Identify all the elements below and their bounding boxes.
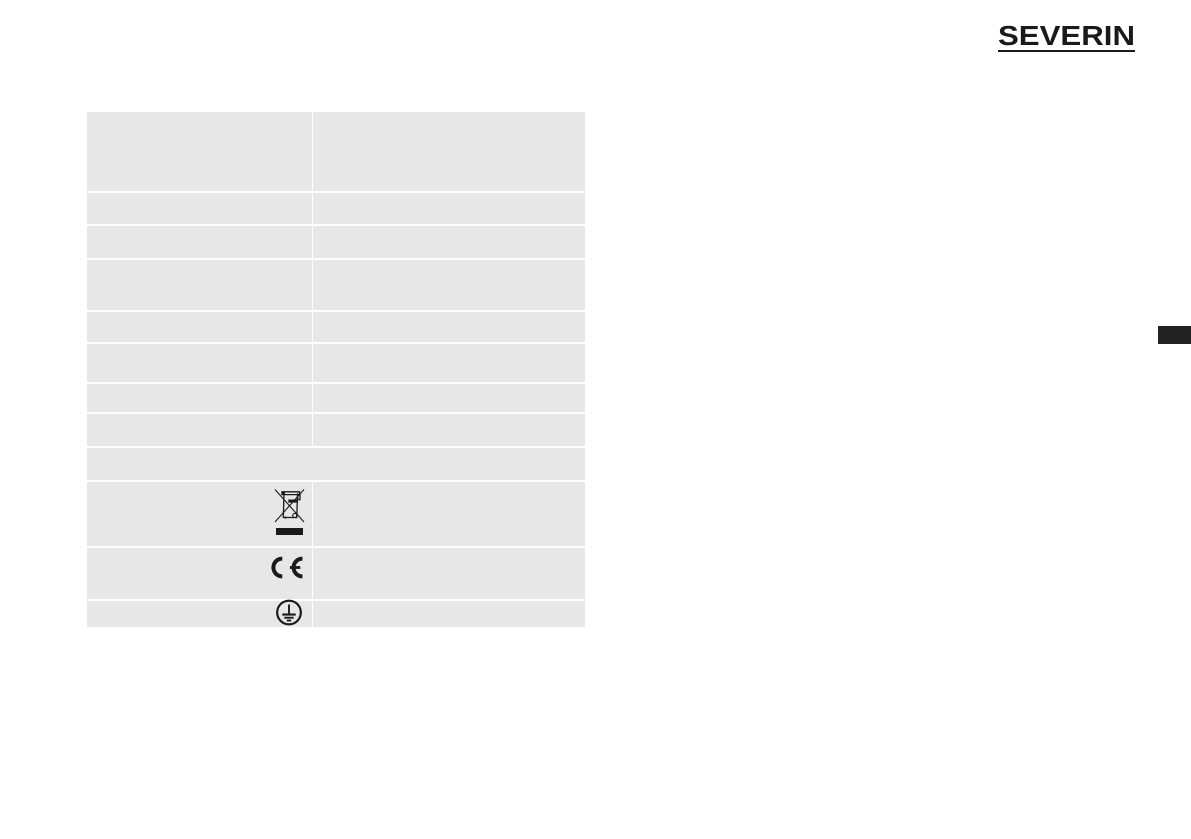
svg-text:SEVERIN: SEVERIN: [998, 20, 1135, 51]
